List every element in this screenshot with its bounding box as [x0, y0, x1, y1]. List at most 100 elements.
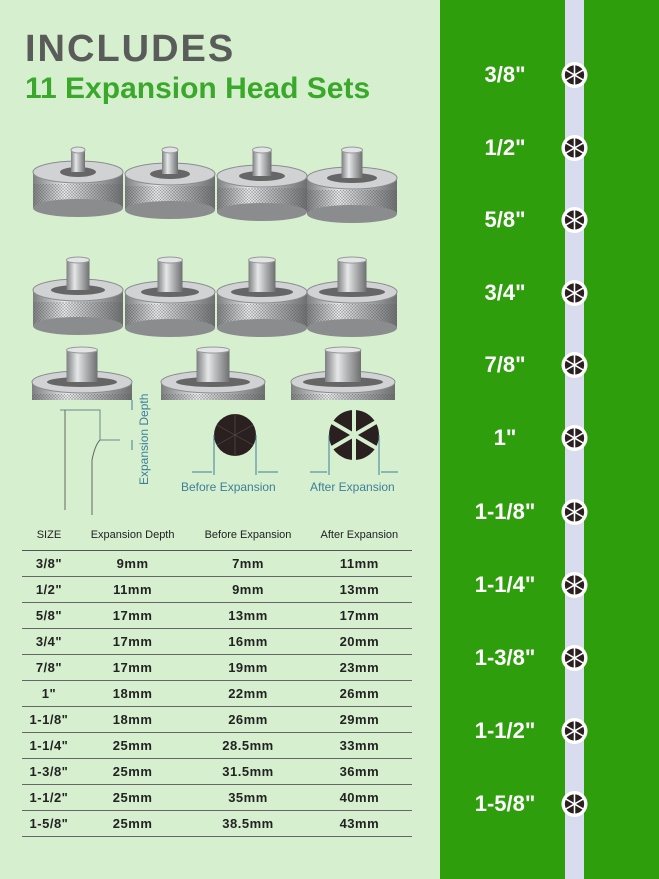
size-label: 3/4" — [484, 280, 526, 305]
size-label: 1-1/8" — [474, 499, 536, 524]
before-expansion-label: Before Expansion — [181, 480, 276, 494]
expansion-head — [31, 346, 133, 400]
after-expansion-label: After Expansion — [310, 480, 395, 494]
table-cell: 26mm — [189, 706, 307, 733]
expander-icon — [561, 206, 588, 234]
expander-icon — [561, 61, 588, 89]
expander-icon — [561, 717, 588, 745]
table-row: 3/8" 9mm 7mm 11mm — [22, 550, 412, 577]
table-cell: 18mm — [75, 680, 190, 707]
table-cell: 3/4" — [22, 628, 76, 655]
expansion-head — [124, 256, 216, 337]
table-cell: 22mm — [189, 680, 307, 707]
column-header: After Expansion — [306, 520, 412, 551]
table-cell: 1-1/4" — [22, 732, 76, 759]
table-cell: 1-5/8" — [22, 810, 76, 837]
expansion-head — [124, 146, 216, 219]
table-cell: 17mm — [306, 602, 412, 629]
table-row: 1-5/8" 25mm 38.5mm 43mm — [22, 810, 412, 837]
table-cell: 11mm — [306, 550, 412, 577]
table-header: SIZE Expansion Depth Before Expansion After… — [22, 520, 412, 551]
table-cell: 9mm — [75, 550, 190, 577]
size-label: 1" — [493, 425, 517, 450]
after-expansion-circle — [310, 408, 398, 475]
table-row: 1" 18mm 22mm 26mm — [22, 680, 412, 707]
size-table: SIZE Expansion Depth Before Expansion After… — [22, 520, 412, 837]
table-cell: 17mm — [75, 602, 190, 629]
size-label: 1-5/8" — [474, 791, 536, 816]
table-cell: 1-1/8" — [22, 706, 76, 733]
table-cell: 40mm — [306, 784, 412, 811]
column-header: SIZE — [22, 520, 76, 551]
size-label: 1/2" — [484, 135, 526, 160]
size-label: 5/8" — [484, 207, 526, 232]
table-cell: 13mm — [189, 602, 307, 629]
expander-icon — [561, 134, 588, 162]
table-row: 5/8" 17mm 13mm 17mm — [22, 602, 412, 629]
size-label: 1-1/4" — [474, 572, 536, 597]
left-panel: INCLUDES 11 Expansion Head Sets — [22, 28, 412, 837]
table-cell: 20mm — [306, 628, 412, 655]
heading-includes: INCLUDES — [25, 28, 236, 70]
expansion-head — [290, 346, 396, 400]
column-header: Before Expansion — [189, 520, 307, 551]
table-cell: 18mm — [75, 706, 190, 733]
table-row: 1-1/8" 18mm 26mm 29mm — [22, 706, 412, 733]
table-cell: 33mm — [306, 732, 412, 759]
table-cell: 5/8" — [22, 602, 76, 629]
expander-icon — [561, 644, 588, 672]
table-row: 3/4" 17mm 16mm 20mm — [22, 628, 412, 655]
table-row: 7/8" 17mm 19mm 23mm — [22, 654, 412, 681]
table-cell: 1-3/8" — [22, 758, 76, 785]
table-cell: 1" — [22, 680, 76, 707]
table-row: 1-3/8" 25mm 31.5mm 36mm — [22, 758, 412, 785]
expander-icon — [561, 790, 588, 818]
table-cell: 43mm — [306, 810, 412, 837]
table-cell: 7/8" — [22, 654, 76, 681]
table-cell: 9mm — [189, 576, 307, 603]
table-cell: 11mm — [75, 576, 190, 603]
table-cell: 1/2" — [22, 576, 76, 603]
table-cell: 36mm — [306, 758, 412, 785]
table-cell: 26mm — [306, 680, 412, 707]
expander-icon — [561, 498, 588, 526]
table-cell: 13mm — [306, 576, 412, 603]
expansion-head — [160, 346, 266, 400]
table-cell: 16mm — [189, 628, 307, 655]
expander-icon — [561, 351, 588, 379]
table-cell: 31.5mm — [189, 758, 307, 785]
table-cell: 38.5mm — [189, 810, 307, 837]
table-cell: 17mm — [75, 654, 190, 681]
expansion-head — [306, 146, 398, 223]
size-label: 3/8" — [484, 62, 526, 87]
size-label: 7/8" — [484, 352, 526, 377]
expander-icon — [561, 571, 588, 599]
expander-icon — [561, 279, 588, 307]
table-cell: 25mm — [75, 810, 190, 837]
heading-sets: 11 Expansion Head Sets — [25, 72, 371, 105]
expansion-head — [216, 256, 308, 337]
depth-label: Expansion Depth — [137, 393, 151, 485]
table-cell: 28.5mm — [189, 732, 307, 759]
table-cell: 23mm — [306, 654, 412, 681]
table-cell: 35mm — [189, 784, 307, 811]
expansion-heads-image — [31, 146, 398, 400]
table-cell: 29mm — [306, 706, 412, 733]
table-row: 1-1/4" 25mm 28.5mm 33mm — [22, 732, 412, 759]
column-header: Expansion Depth — [75, 520, 190, 551]
size-label: 1-1/2" — [474, 718, 536, 743]
before-expansion-circle — [192, 414, 278, 475]
expander-icon — [561, 424, 588, 452]
table-cell: 19mm — [189, 654, 307, 681]
table-cell: 3/8" — [22, 550, 76, 577]
expansion-diagram — [60, 400, 398, 515]
size-panel: 3/8" 1/2" 5/8" 3/4" 7/8" 1" 1-1/8" 1-1/4" 1-3/8"… — [440, 0, 659, 879]
table-cell: 25mm — [75, 758, 190, 785]
expansion-head — [32, 256, 124, 335]
table-cell: 1-1/2" — [22, 784, 76, 811]
expansion-head — [32, 146, 124, 217]
table-row: 1/2" 11mm 9mm 13mm — [22, 576, 412, 603]
table-cell: 17mm — [75, 628, 190, 655]
expansion-head — [216, 146, 308, 221]
table-cell: 25mm — [75, 784, 190, 811]
